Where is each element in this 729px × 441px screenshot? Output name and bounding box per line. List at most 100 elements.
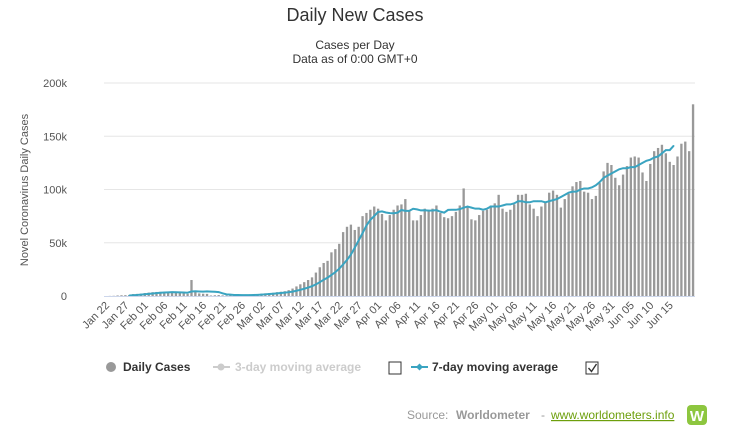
bar[interactable] [664, 153, 667, 296]
bar[interactable] [481, 210, 485, 296]
bar[interactable] [493, 203, 496, 296]
bar[interactable] [174, 292, 178, 296]
bar[interactable] [396, 205, 399, 296]
bar[interactable] [610, 165, 613, 296]
bar[interactable] [520, 194, 524, 296]
bar[interactable] [544, 202, 547, 296]
bar[interactable] [411, 220, 415, 296]
bar[interactable] [489, 205, 493, 296]
bar[interactable] [637, 157, 640, 296]
bar[interactable] [590, 199, 594, 296]
bar[interactable] [408, 210, 411, 296]
bar[interactable] [388, 215, 391, 296]
bar[interactable] [404, 199, 407, 296]
bar[interactable] [186, 293, 189, 296]
bar[interactable] [205, 293, 209, 296]
bar[interactable] [400, 204, 403, 296]
bar[interactable] [563, 199, 566, 296]
legend-item-ma7[interactable]: 7-day moving average [411, 360, 558, 374]
bar[interactable] [672, 165, 675, 296]
bar[interactable] [209, 295, 213, 296]
bar[interactable] [116, 295, 119, 296]
bar[interactable] [680, 143, 683, 296]
bar[interactable] [458, 205, 461, 296]
bar[interactable] [633, 156, 636, 296]
legend-item-ma3[interactable]: 3-day moving average [213, 360, 361, 374]
bar[interactable] [548, 192, 551, 296]
bar[interactable] [606, 162, 609, 297]
bar[interactable] [656, 147, 660, 296]
bar[interactable] [120, 295, 123, 296]
bar[interactable] [540, 206, 543, 296]
bar[interactable] [625, 166, 629, 296]
bar[interactable] [194, 291, 197, 296]
bar[interactable] [555, 194, 559, 296]
bar[interactable] [474, 220, 477, 296]
bar[interactable] [567, 193, 570, 296]
bar[interactable] [505, 211, 508, 296]
bar[interactable] [660, 144, 664, 296]
bar[interactable] [536, 216, 539, 297]
bar[interactable] [443, 217, 446, 296]
bar[interactable] [691, 104, 695, 296]
bar[interactable] [182, 293, 185, 296]
bar[interactable] [349, 224, 353, 296]
bar[interactable] [229, 295, 232, 296]
bar[interactable] [415, 220, 419, 296]
bar[interactable] [365, 212, 368, 296]
bar[interactable] [159, 291, 162, 296]
bar[interactable] [513, 204, 516, 296]
bar[interactable] [676, 156, 679, 296]
bar[interactable] [668, 161, 671, 296]
bar[interactable] [583, 191, 586, 296]
bar[interactable] [450, 216, 454, 297]
bar[interactable] [478, 215, 481, 296]
bar[interactable] [509, 209, 512, 296]
bar[interactable] [178, 293, 181, 296]
bar[interactable] [376, 208, 380, 296]
bar[interactable] [353, 229, 356, 296]
bar[interactable] [190, 280, 193, 296]
bar[interactable] [516, 194, 520, 296]
bar[interactable] [435, 205, 438, 296]
bar[interactable] [462, 188, 465, 296]
bar[interactable] [684, 141, 687, 296]
bar[interactable] [551, 190, 555, 296]
bar[interactable] [621, 174, 625, 296]
bar[interactable] [559, 207, 563, 296]
bar[interactable] [373, 206, 376, 296]
bar[interactable] [454, 211, 458, 296]
ma3-checkbox[interactable] [388, 361, 402, 375]
ma7-checkbox[interactable] [585, 361, 599, 375]
bar[interactable] [614, 177, 617, 296]
bar[interactable] [357, 226, 360, 296]
bar[interactable] [361, 216, 364, 297]
bar[interactable] [124, 295, 127, 296]
bar[interactable] [466, 206, 469, 296]
bar[interactable] [213, 295, 216, 296]
bar[interactable] [485, 209, 489, 296]
bar[interactable] [501, 208, 504, 296]
bar[interactable] [427, 210, 430, 296]
bar[interactable] [166, 292, 170, 296]
bar[interactable] [439, 212, 442, 296]
bar[interactable] [618, 185, 621, 296]
bar[interactable] [198, 293, 201, 296]
bar[interactable] [653, 151, 656, 296]
bar[interactable] [594, 195, 598, 296]
bar[interactable] [217, 295, 220, 296]
bar[interactable] [649, 163, 652, 296]
bar[interactable] [170, 291, 174, 296]
bar[interactable] [528, 204, 531, 296]
bar[interactable] [688, 151, 691, 296]
bar[interactable] [575, 182, 578, 296]
bar[interactable] [419, 215, 423, 296]
bar[interactable] [598, 183, 601, 296]
bar[interactable] [579, 180, 582, 296]
bar[interactable] [431, 208, 434, 296]
bar[interactable] [602, 171, 605, 296]
legend-item-daily-cases[interactable]: Daily Cases [106, 360, 191, 374]
bar[interactable] [571, 186, 574, 296]
bar[interactable] [470, 219, 473, 296]
bar[interactable] [201, 293, 205, 296]
